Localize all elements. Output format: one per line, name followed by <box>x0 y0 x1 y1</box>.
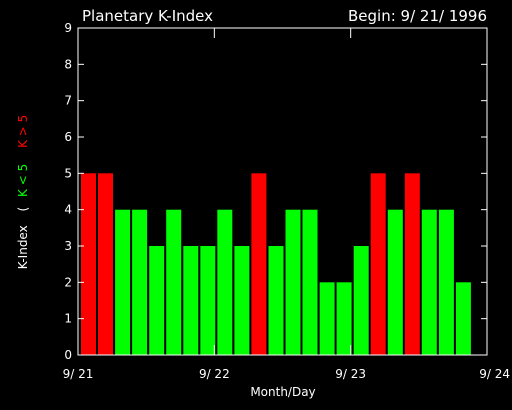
x-tick-label-0: 9/ 21 <box>63 367 94 381</box>
bar-11 <box>268 246 284 355</box>
bar-15 <box>336 282 352 355</box>
x-tick-label-3: 9/ 24 <box>479 367 510 381</box>
bars-group <box>81 173 471 355</box>
x-axis: 9/ 21 9/ 22 9/ 23 9/ 24 <box>63 28 510 381</box>
y-tick-label-7: 7 <box>64 94 72 108</box>
bar-5 <box>166 209 182 355</box>
y-tick-label-5: 5 <box>64 166 72 180</box>
bar-14 <box>319 282 335 355</box>
bar-6 <box>183 246 199 355</box>
bar-9 <box>234 246 250 355</box>
y-tick-label-0: 0 <box>64 348 72 362</box>
bar-16 <box>353 246 369 355</box>
bar-19 <box>404 173 420 355</box>
bar-17 <box>370 173 386 355</box>
y-tick-label-3: 3 <box>64 239 72 253</box>
bar-4 <box>149 246 165 355</box>
bar-10 <box>251 173 267 355</box>
x-axis-label: Month/Day <box>250 385 315 399</box>
y-tick-label-4: 4 <box>64 203 72 217</box>
y-axis-label-low: K < 5 <box>16 164 30 197</box>
bar-7 <box>200 246 216 355</box>
y-axis-label-paren: ( <box>16 207 30 212</box>
begin-date-label: Begin: 9/ 21/ 1996 <box>348 7 487 25</box>
bar-21 <box>438 209 454 355</box>
bar-3 <box>132 209 148 355</box>
chart-title: Planetary K-Index <box>82 7 213 25</box>
bar-13 <box>302 209 318 355</box>
plot-frame <box>77 27 488 356</box>
bar-8 <box>217 209 233 355</box>
y-axis-label-main: K-Index <box>16 225 30 269</box>
bar-20 <box>421 209 437 355</box>
y-tick-label-9: 9 <box>64 21 72 35</box>
y-axis-label: K-Index ( K < 5 K > 5 <box>16 115 30 270</box>
y-tick-label-1: 1 <box>64 312 72 326</box>
y-axis: 0 1 2 3 4 5 6 7 8 9 <box>64 21 487 362</box>
bar-2 <box>115 209 131 355</box>
y-axis-label-high: K > 5 <box>16 115 30 148</box>
y-tick-label-6: 6 <box>64 130 72 144</box>
x-tick-label-2: 9/ 23 <box>335 367 366 381</box>
bar-18 <box>387 209 403 355</box>
bar-0 <box>81 173 96 355</box>
y-tick-label-2: 2 <box>64 275 72 289</box>
bar-12 <box>285 209 301 355</box>
x-tick-label-1: 9/ 22 <box>199 367 230 381</box>
bar-22 <box>455 282 471 355</box>
y-tick-label-8: 8 <box>64 57 72 71</box>
bar-1 <box>98 173 113 355</box>
